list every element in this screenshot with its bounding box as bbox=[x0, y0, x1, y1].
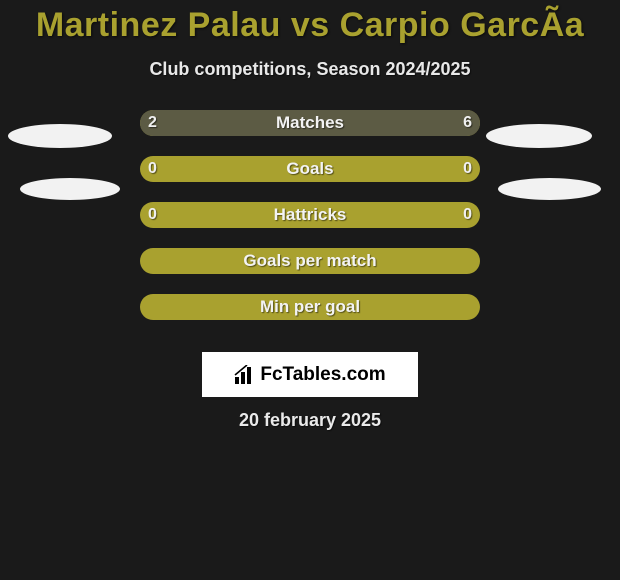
bar-track bbox=[140, 110, 480, 136]
subtitle: Club competitions, Season 2024/2025 bbox=[0, 59, 620, 80]
bar-track bbox=[140, 248, 480, 274]
value-left: 0 bbox=[148, 202, 157, 228]
value-left: 0 bbox=[148, 156, 157, 182]
page-title: Martinez Palau vs Carpio GarcÃa bbox=[0, 0, 620, 45]
bars-icon bbox=[234, 365, 256, 385]
logo-inner: FcTables.com bbox=[234, 364, 385, 386]
date-text: 20 february 2025 bbox=[0, 410, 620, 431]
player-badge bbox=[498, 178, 601, 200]
stat-row: Min per goal bbox=[0, 294, 620, 340]
value-left: 2 bbox=[148, 110, 157, 136]
bar-fill-right bbox=[225, 110, 480, 136]
comparison-widget: Martinez Palau vs Carpio GarcÃa Club com… bbox=[0, 0, 620, 580]
bar-track bbox=[140, 156, 480, 182]
player-badge bbox=[20, 178, 120, 200]
stat-row: Hattricks00 bbox=[0, 202, 620, 248]
source-logo: FcTables.com bbox=[202, 352, 418, 397]
logo-text: FcTables.com bbox=[260, 364, 385, 386]
value-right: 0 bbox=[463, 156, 472, 182]
stat-row: Goals per match bbox=[0, 248, 620, 294]
player-badge bbox=[8, 124, 112, 148]
value-right: 6 bbox=[463, 110, 472, 136]
bar-track bbox=[140, 294, 480, 320]
player-badge bbox=[486, 124, 592, 148]
value-right: 0 bbox=[463, 202, 472, 228]
bar-track bbox=[140, 202, 480, 228]
